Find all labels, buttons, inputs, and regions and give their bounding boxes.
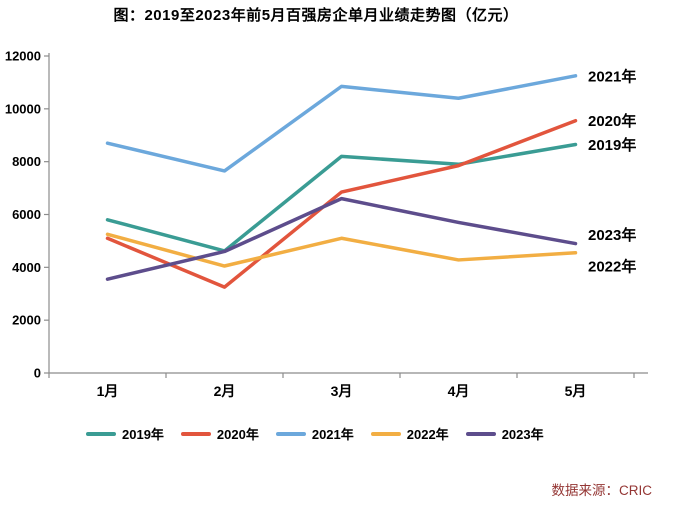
legend-item-2023: 2023年 — [465, 424, 544, 443]
legend-item-2021: 2021年 — [275, 424, 354, 443]
y-tick-label: 10000 — [5, 101, 41, 116]
x-category-label: 2月 — [214, 383, 236, 399]
y-tick-label: 6000 — [12, 207, 41, 222]
series-end-label-2022: 2022年 — [588, 257, 636, 275]
chart-title: 图：2019至2023年前5月百强房企单月业绩走势图（亿元） — [113, 7, 519, 24]
legend-swatch-icon — [465, 431, 496, 436]
legend-item-2022: 2022年 — [370, 424, 449, 443]
series-end-label-2019: 2019年 — [588, 136, 636, 154]
legend-swatch-icon — [370, 431, 401, 436]
series-line-2019 — [105, 142, 578, 253]
series-line-2021 — [105, 74, 578, 173]
legend-label: 2022年 — [406, 427, 449, 442]
x-category-label: 3月 — [331, 383, 353, 399]
y-tick-label: 4000 — [12, 260, 41, 275]
legend-label: 2021年 — [311, 427, 354, 442]
y-tick-label: 2000 — [12, 313, 41, 328]
series-line-2022 — [105, 232, 578, 268]
legend-swatch-icon — [180, 431, 211, 436]
legend-label: 2023年 — [501, 427, 544, 442]
legend-item-2019: 2019年 — [86, 424, 164, 443]
chart-legend: 2019年 2020年 2021年 2022年 2023年 — [86, 424, 544, 443]
series-line-2020 — [105, 118, 578, 289]
line-chart: 0 2000 4000 6000 8000 10000 12000 1月 2月 3月 4月 5月 201… — [5, 49, 648, 399]
series-end-label-2021: 2021年 — [588, 67, 636, 85]
x-category-label: 4月 — [448, 383, 470, 399]
series-end-label-2023: 2023年 — [588, 226, 636, 244]
legend-label: 2020年 — [216, 427, 259, 442]
legend-item-2020: 2020年 — [180, 424, 259, 443]
legend-label: 2019年 — [122, 427, 164, 442]
x-category-label: 5月 — [565, 383, 587, 399]
x-category-label: 1月 — [97, 383, 119, 399]
legend-swatch-icon — [86, 431, 116, 436]
y-tick-label: 12000 — [5, 49, 41, 64]
y-tick-label: 0 — [34, 366, 41, 381]
data-source-note: 数据来源：CRIC — [551, 483, 653, 498]
series-end-label-2020: 2020年 — [588, 112, 636, 130]
series-line-2023 — [105, 196, 578, 281]
legend-swatch-icon — [275, 431, 306, 436]
y-tick-label: 8000 — [12, 154, 41, 169]
